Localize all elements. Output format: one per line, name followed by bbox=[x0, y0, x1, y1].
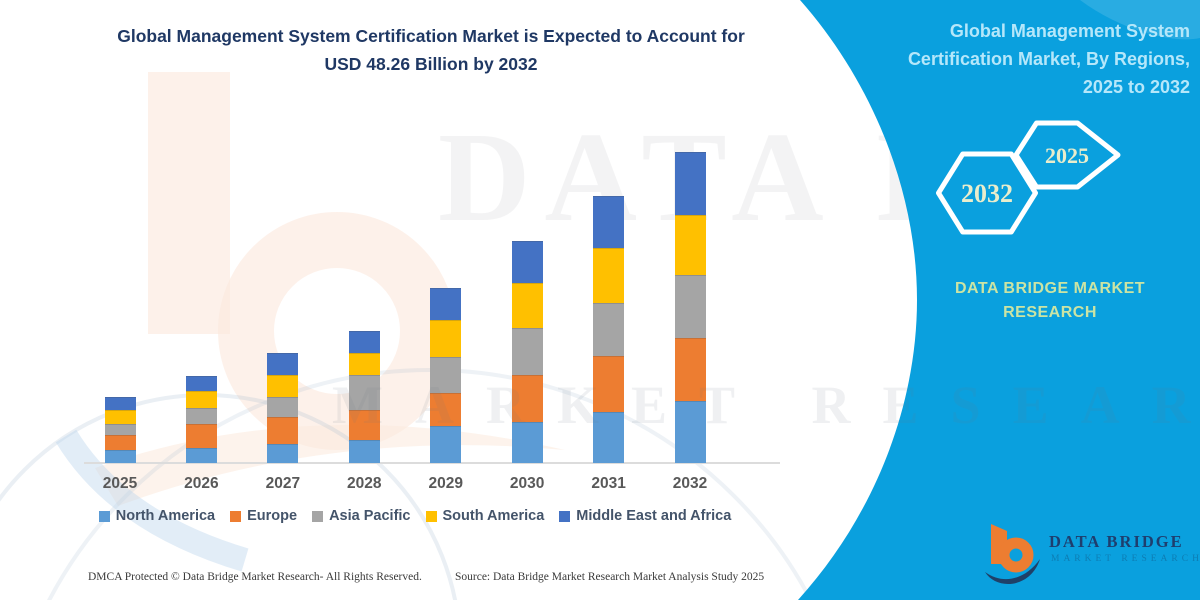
watermark-spaced-text: MARKET RESEARCH bbox=[332, 375, 1200, 435]
bar-segment bbox=[267, 397, 299, 417]
bar-segment bbox=[430, 287, 462, 321]
bar-segment bbox=[674, 275, 706, 339]
legend-marker bbox=[312, 510, 324, 522]
bar-segment bbox=[511, 328, 543, 375]
legend-item: South America bbox=[425, 508, 545, 524]
bar-segment bbox=[267, 375, 299, 398]
legend-marker bbox=[425, 510, 437, 522]
sidebar-title-line: Global Management System bbox=[949, 21, 1190, 41]
bar-2025 bbox=[104, 397, 136, 463]
bar-segment bbox=[593, 196, 625, 248]
legend-marker bbox=[98, 510, 110, 522]
bar-segment bbox=[511, 374, 543, 422]
x-axis-label: 2029 bbox=[428, 475, 463, 492]
bar-segment bbox=[674, 338, 706, 402]
bar-segment bbox=[185, 447, 217, 463]
bar-segment bbox=[348, 409, 380, 441]
bar-2032 bbox=[674, 151, 706, 463]
bar-segment bbox=[267, 416, 299, 444]
bar-segment bbox=[593, 412, 625, 463]
bar-segment bbox=[511, 282, 543, 329]
bar-segment bbox=[104, 435, 136, 450]
x-axis-label: 2027 bbox=[265, 475, 301, 492]
bar-2031 bbox=[593, 196, 625, 463]
bar-segment bbox=[674, 151, 706, 216]
chart-legend: North America Europe Asia Pacific South Ame… bbox=[55, 508, 775, 524]
bar-segment bbox=[185, 408, 217, 425]
logo-title: DATA BRIDGE bbox=[1049, 532, 1184, 551]
bar-2030 bbox=[511, 240, 543, 463]
bar-segment bbox=[593, 247, 625, 303]
bar-segment bbox=[104, 410, 136, 424]
bar-segment bbox=[185, 424, 217, 448]
bar-segment bbox=[267, 352, 299, 376]
bar-segment bbox=[104, 423, 136, 436]
bar-2027 bbox=[267, 352, 299, 463]
bar-segment bbox=[348, 440, 380, 463]
legend-item: Asia Pacific bbox=[312, 508, 411, 524]
bar-2028 bbox=[348, 330, 380, 463]
sidebar-title-line: 2025 to 2032 bbox=[1082, 76, 1190, 97]
chart-title: Global Management System Certification M… bbox=[30, 22, 832, 78]
footer-dmca-text: DMCA Protected © Data Bridge Market Rese… bbox=[88, 571, 422, 583]
databridge-logo-icon bbox=[985, 524, 1040, 585]
x-axis-label: 2031 bbox=[591, 475, 626, 492]
sidebar-title-line: Certification Market, By Regions, bbox=[907, 48, 1190, 69]
bar-segment bbox=[348, 330, 380, 354]
x-axis-label: 2028 bbox=[347, 475, 382, 492]
legend-item: North America bbox=[98, 508, 216, 524]
bar-segment bbox=[430, 320, 462, 357]
sidebar-title: Global Management System Certification M… bbox=[858, 18, 1190, 102]
legend-marker bbox=[559, 510, 571, 522]
chart-title-line2: USD 48.26 Billion by 2032 bbox=[324, 54, 538, 74]
hexagon-2032-label: 2032 bbox=[961, 179, 1013, 208]
legend-label: Europe bbox=[247, 508, 298, 524]
x-axis-label: 2026 bbox=[184, 475, 219, 492]
bar-segment bbox=[511, 421, 543, 463]
bar-2026 bbox=[185, 376, 217, 463]
bar-segment bbox=[430, 356, 462, 393]
bar-segment bbox=[348, 353, 380, 376]
legend-item: Middle East and Africa bbox=[559, 508, 731, 524]
x-axis-label: 2032 bbox=[672, 475, 708, 492]
legend-label: South America bbox=[442, 508, 545, 524]
bar-segment bbox=[430, 392, 462, 427]
bar-segment bbox=[430, 426, 462, 463]
bar-segment bbox=[104, 449, 136, 463]
bar-segment bbox=[593, 356, 625, 413]
legend-label: Asia Pacific bbox=[329, 508, 411, 524]
bar-segment bbox=[593, 302, 625, 357]
hexagon-2025-label: 2025 bbox=[1045, 143, 1089, 168]
side-panel bbox=[798, 0, 1200, 600]
bar-segment bbox=[185, 376, 217, 391]
bar-segment bbox=[674, 401, 706, 463]
bar-segment bbox=[185, 390, 217, 409]
chart-title-line1: Global Management System Certification M… bbox=[117, 26, 745, 46]
databridge-logo: DATA BRIDGE MARKET RESEARCH bbox=[985, 522, 1199, 592]
bar-segment bbox=[348, 375, 380, 410]
year-hexagons: 2032 2025 bbox=[936, 120, 1121, 235]
x-axis-label: 2030 bbox=[509, 475, 545, 492]
hexagon-2032 bbox=[936, 151, 1038, 235]
logo-subtitle: MARKET RESEARCH bbox=[1051, 554, 1200, 564]
hexagon-2025 bbox=[1013, 120, 1121, 190]
bar-segment bbox=[267, 443, 299, 463]
legend-marker bbox=[230, 510, 242, 522]
footer-source-text: Source: Data Bridge Market Research Mark… bbox=[455, 571, 765, 583]
bar-segment bbox=[104, 397, 136, 411]
legend-label: North America bbox=[115, 508, 216, 524]
bar-segment bbox=[511, 240, 543, 283]
x-axis-label: 2025 bbox=[102, 475, 138, 492]
legend-label: Middle East and Africa bbox=[576, 508, 732, 524]
legend-item: Europe bbox=[230, 508, 297, 524]
x-axis-line bbox=[84, 462, 780, 464]
bar-segment bbox=[674, 215, 706, 276]
bar-2029 bbox=[430, 287, 462, 463]
sidebar-brand-text: DATA BRIDGE MARKET RESEARCH bbox=[954, 280, 1146, 321]
